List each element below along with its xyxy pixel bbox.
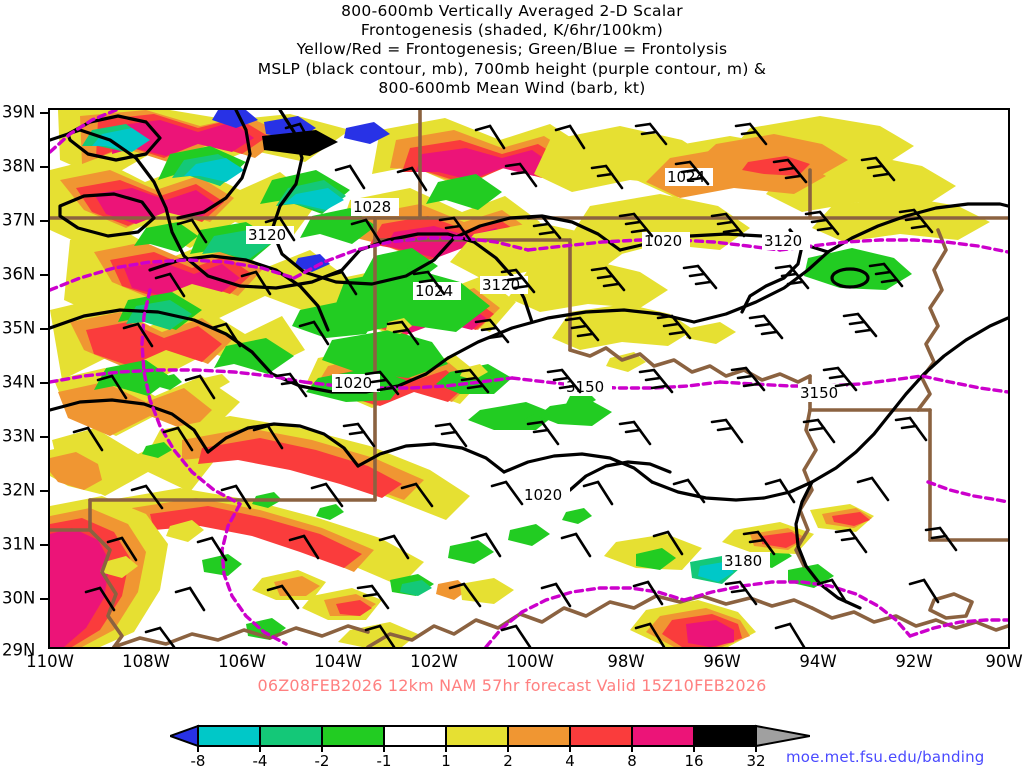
forecast-caption: 06Z08FEB2026 12km NAM 57hr forecast Vali…: [257, 676, 767, 695]
x-tick-0: 110W: [26, 652, 74, 671]
map-plot-area[interactable]: 1028 1024 1024 1020 1020 1020 3120 3120 …: [48, 108, 1010, 649]
svg-text:3180: 3180: [724, 552, 762, 570]
height-contour-labels: 3120 3120 3120 3150 3150 3180: [246, 226, 846, 570]
svg-text:3120: 3120: [248, 226, 286, 244]
x-tick-9: 92W: [895, 652, 933, 671]
y-tick-0: 39N: [2, 102, 36, 122]
y-tick-10: 29N: [2, 640, 36, 660]
svg-text:1024: 1024: [415, 282, 453, 300]
y-tick-3: 36N: [2, 264, 36, 284]
y-tick-6: 33N: [2, 426, 36, 446]
shading-central: [292, 268, 612, 430]
colorbar[interactable]: -8 -4 -2 -1 1 2 4 8 16 32: [170, 722, 810, 770]
shading-south-band: [98, 416, 470, 586]
colorbar-tick-2: -2: [314, 752, 330, 770]
y-tick-7: 32N: [2, 480, 36, 500]
shading-south-cores: [202, 524, 550, 647]
colorbar-tick-8: 16: [684, 752, 704, 770]
svg-text:3150: 3150: [566, 378, 604, 396]
y-tick-4: 35N: [2, 318, 36, 338]
svg-text:1020: 1020: [524, 486, 562, 504]
colorbar-tick-1: -4: [252, 752, 268, 770]
title-line-3: Yellow/Red = Frontogenesis; Green/Blue =…: [296, 40, 728, 59]
svg-text:1020: 1020: [644, 232, 682, 250]
colorbar-swatches[interactable]: [170, 722, 810, 754]
frontogenesis-map: 1028 1024 1024 1020 1020 1020 3120 3120 …: [50, 110, 1008, 647]
colorbar-tick-0: -8: [190, 752, 206, 770]
x-tick-5: 100W: [506, 652, 554, 671]
x-tick-8: 94W: [799, 652, 837, 671]
shading-east-red: [742, 156, 810, 176]
colorbar-tick-5: 2: [503, 752, 513, 770]
colorbar-tick-4: 1: [441, 752, 451, 770]
svg-text:1020: 1020: [334, 374, 372, 392]
x-tick-3: 104W: [314, 652, 362, 671]
y-tick-1: 38N: [2, 156, 36, 176]
title-line-2: Frontogenesis (shaded, K/6hr/100km): [360, 21, 664, 40]
height-contours: [50, 110, 1008, 647]
contour-labels: 1028 1024 1024 1020 1020 1020: [332, 168, 713, 504]
site-watermark[interactable]: moe.met.fsu.edu/banding: [786, 748, 985, 766]
title-line-5: 800-600mb Mean Wind (barb, kt): [378, 78, 646, 97]
shading-blue-black-cores: [212, 110, 390, 272]
x-tick-7: 96W: [703, 652, 741, 671]
wind-barbs: [72, 122, 958, 647]
colorbar-tick-9: 32: [746, 752, 766, 770]
colorbar-tick-6: 4: [565, 752, 575, 770]
svg-text:1028: 1028: [353, 198, 391, 216]
colorbar-tick-7: 8: [627, 752, 637, 770]
x-tick-4: 102W: [410, 652, 458, 671]
y-tick-2: 37N: [2, 210, 36, 230]
mslp-closed-lows: [830, 267, 870, 289]
x-tick-10: 90W: [985, 652, 1023, 671]
title-line-1: 800-600mb Vertically Averaged 2-D Scalar: [341, 2, 683, 20]
shading-se-cores: [604, 504, 874, 647]
x-tick-6: 98W: [607, 652, 645, 671]
svg-text:3150: 3150: [800, 384, 838, 402]
colorbar-tick-3: -1: [376, 752, 392, 770]
title-line-4: MSLP (black contour, mb), 700mb height (…: [257, 59, 767, 78]
y-tick-9: 30N: [2, 588, 36, 608]
y-tick-8: 31N: [2, 534, 36, 554]
shading-cyan-layer: [92, 128, 344, 210]
svg-text:3120: 3120: [764, 232, 802, 250]
chart-title-block: 800-600mb Vertically Averaged 2-D Scalar…: [0, 2, 1024, 98]
x-tick-2: 106W: [218, 652, 266, 671]
y-tick-5: 34N: [2, 372, 36, 392]
svg-text:1024: 1024: [667, 168, 705, 186]
x-tick-1: 108W: [122, 652, 170, 671]
